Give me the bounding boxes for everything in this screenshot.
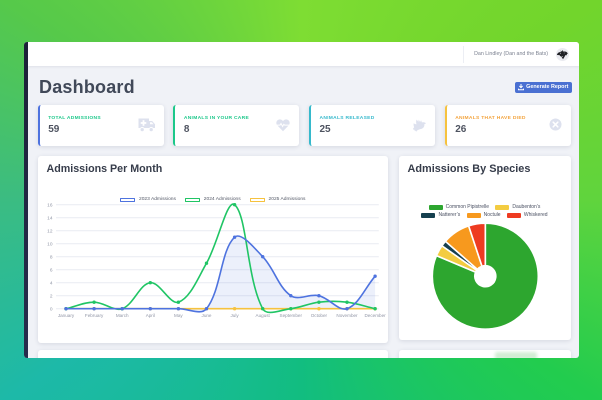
svg-text:March: March — [115, 313, 128, 318]
svg-text:February: February — [84, 313, 103, 318]
svg-text:May: May — [174, 313, 183, 318]
svg-text:6: 6 — [49, 268, 52, 274]
svg-text:8: 8 — [49, 255, 52, 261]
svg-text:December: December — [364, 313, 386, 318]
svg-text:14: 14 — [47, 216, 53, 222]
svg-text:September: September — [279, 313, 302, 318]
svg-text:October: October — [310, 313, 327, 318]
svg-text:July: July — [230, 313, 239, 318]
svg-text:January: January — [57, 313, 74, 318]
svg-text:12: 12 — [47, 229, 53, 235]
svg-text:4: 4 — [49, 281, 52, 287]
svg-text:November: November — [336, 313, 358, 318]
svg-text:August: August — [255, 313, 270, 318]
svg-text:0: 0 — [49, 307, 52, 313]
svg-text:2: 2 — [49, 294, 52, 300]
svg-text:April: April — [145, 313, 154, 318]
svg-text:10: 10 — [47, 242, 53, 248]
svg-text:June: June — [201, 313, 211, 318]
svg-text:16: 16 — [47, 203, 53, 209]
